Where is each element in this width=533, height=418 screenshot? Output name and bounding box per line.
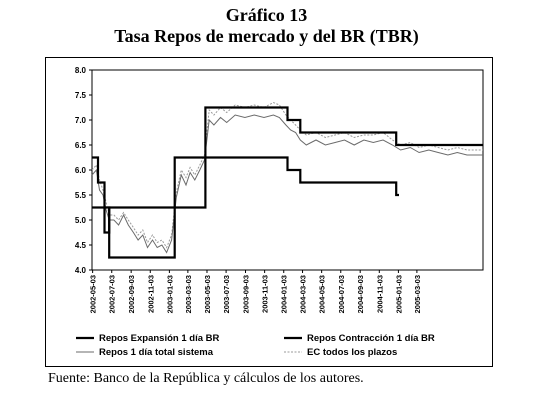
x-tick-label: 2004-11-03 [375, 275, 384, 313]
x-tick-label: 2004-01-03 [280, 275, 289, 313]
x-tick-label: 2003-03-03 [184, 275, 193, 313]
y-tick-label: 5.0 [75, 216, 87, 225]
x-tick-label: 2002-09-03 [127, 275, 136, 313]
x-tick-label: 2004-07-03 [337, 275, 346, 313]
y-tick-label: 6.5 [75, 141, 87, 150]
repos-sistema-line [91, 114, 483, 254]
ec-todos-plazos-line [91, 101, 483, 249]
x-tick-label: 2004-05-03 [318, 275, 327, 313]
y-tick-label: 8.0 [75, 66, 87, 75]
x-tick-label: 2002-07-03 [108, 275, 117, 313]
x-tick-label: 2002-11-03 [146, 275, 155, 313]
x-tick-label: 2005-03-03 [413, 275, 422, 313]
chart-frame: 4.0 4.5 5.0 5.5 6.0 6.5 7.0 7.5 8.0 2002-05-03 200… [45, 57, 493, 367]
y-tick-label: 6.0 [75, 166, 87, 175]
y-tick-label: 7.5 [75, 91, 87, 100]
x-tick-label: 2003-09-03 [242, 275, 251, 313]
legend-label-expansion: Repos Expansión 1 día BR [99, 333, 219, 344]
y-tick-label: 4.5 [75, 241, 87, 250]
x-tick-label: 2004-09-03 [356, 275, 365, 313]
y-tick-label: 7.0 [75, 116, 87, 125]
repos-contraccion-line [92, 106, 483, 234]
source-note: Fuente: Banco de la República y cálculos… [48, 371, 364, 386]
legend-label-sistema: Repos 1 día total sistema [99, 347, 214, 358]
legend-label-contraccion: Repos Contracción 1 día BR [307, 333, 435, 344]
y-tick-label: 4.0 [75, 266, 87, 275]
x-tick-label: 2004-03-03 [299, 275, 308, 313]
x-tick-label: 2003-05-03 [203, 275, 212, 313]
x-tick-label: 2003-07-03 [222, 275, 231, 313]
x-tick-label: 2002-05-03 [89, 275, 98, 313]
x-tick-label: 2003-01-03 [165, 275, 174, 313]
y-tick-label: 5.5 [75, 191, 87, 200]
chart-subtitle: Tasa Repos de mercado y del BR (TBR) [114, 26, 419, 46]
x-tick-label: 2005-01-03 [394, 275, 403, 313]
legend-label-ec: EC todos los plazos [307, 347, 397, 358]
x-tick-label: 2003-11-03 [261, 275, 270, 313]
line-chart: 4.0 4.5 5.0 5.5 6.0 6.5 7.0 7.5 8.0 2002-05-03 200… [75, 66, 484, 358]
chart-title: Gráfico 13 [225, 5, 308, 25]
repos-expansion-line [92, 156, 399, 259]
